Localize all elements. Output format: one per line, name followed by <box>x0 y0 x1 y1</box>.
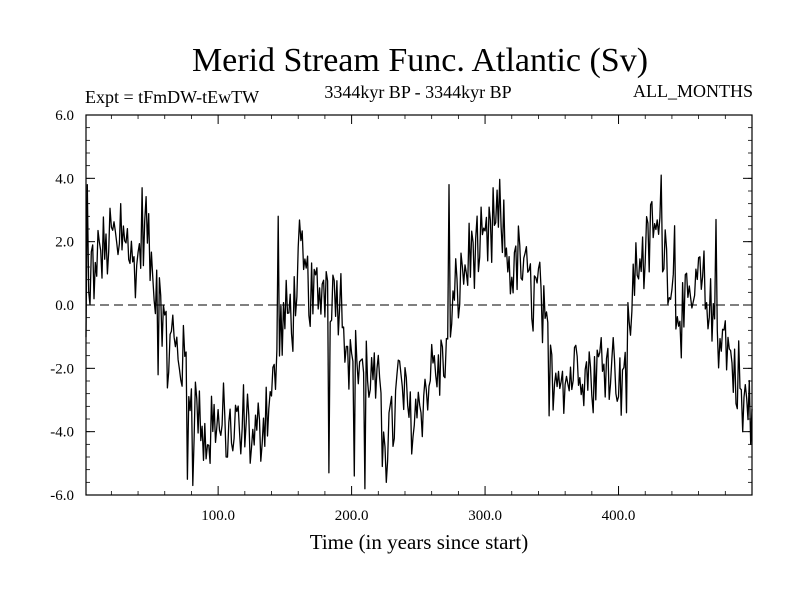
months-label: ALL_MONTHS <box>633 81 753 101</box>
x-tick-label: 100.0 <box>201 508 235 524</box>
y-tick-label: 2.0 <box>55 235 74 251</box>
x-tick-label: 200.0 <box>335 508 369 524</box>
y-tick-label: 6.0 <box>55 108 74 124</box>
x-tick-label: 400.0 <box>602 508 636 524</box>
chart-title: Merid Stream Func. Atlantic (Sv) <box>192 42 648 79</box>
y-tick-label: 4.0 <box>55 171 74 187</box>
plot-area: -6.0 -4.0 -2.0 0.0 2.0 4.0 6.0 100.0 200.0 300.0 4… <box>50 108 753 524</box>
y-tick-label: -4.0 <box>50 425 74 441</box>
series-line <box>85 174 753 490</box>
y-tick-label: 0.0 <box>55 298 74 314</box>
x-axis-label: Time (in years since start) <box>310 530 529 554</box>
y-tick-label: -6.0 <box>50 488 74 504</box>
x-tick-label: 300.0 <box>468 508 502 524</box>
period-label: 3344kyr BP - 3344kyr BP <box>324 82 511 102</box>
experiment-label: Expt = tFmDW-tEwTW <box>85 87 259 107</box>
y-tick-label: -2.0 <box>50 361 74 377</box>
